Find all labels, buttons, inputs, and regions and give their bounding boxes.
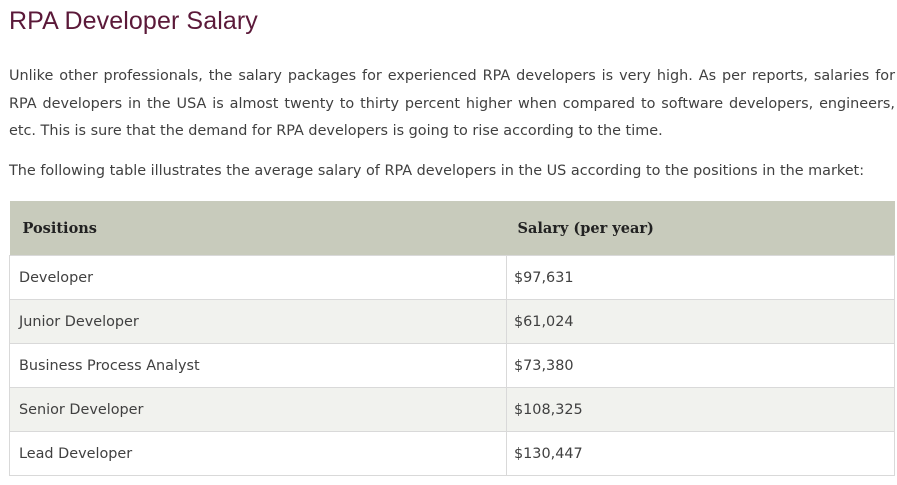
salary-cell: $108,325 <box>506 387 895 432</box>
salary-cell: $130,447 <box>506 431 895 476</box>
position-cell: Developer <box>9 255 507 300</box>
salary-table: Positions Salary (per year) Developer $9… <box>9 201 895 476</box>
header-salary: Salary (per year) <box>506 201 895 256</box>
section-heading: RPA Developer Salary <box>9 7 258 35</box>
header-positions: Positions <box>9 201 507 256</box>
table-row: Lead Developer $130,447 <box>9 431 895 476</box>
position-cell: Senior Developer <box>9 387 507 432</box>
position-cell: Business Process Analyst <box>9 343 507 388</box>
table-row: Junior Developer $61,024 <box>9 299 895 344</box>
table-row: Business Process Analyst $73,380 <box>9 343 895 388</box>
position-cell: Lead Developer <box>9 431 507 476</box>
salary-cell: $97,631 <box>506 255 895 300</box>
intro-paragraph: Unlike other professionals, the salary p… <box>9 68 895 139</box>
table-intro-paragraph: The following table illustrates the aver… <box>9 163 865 179</box>
position-cell: Junior Developer <box>9 299 507 344</box>
salary-cell: $61,024 <box>506 299 895 344</box>
table-row: Senior Developer $108,325 <box>9 387 895 432</box>
table-header-row: Positions Salary (per year) <box>9 201 895 256</box>
salary-cell: $73,380 <box>506 343 895 388</box>
table-row: Developer $97,631 <box>9 255 895 300</box>
